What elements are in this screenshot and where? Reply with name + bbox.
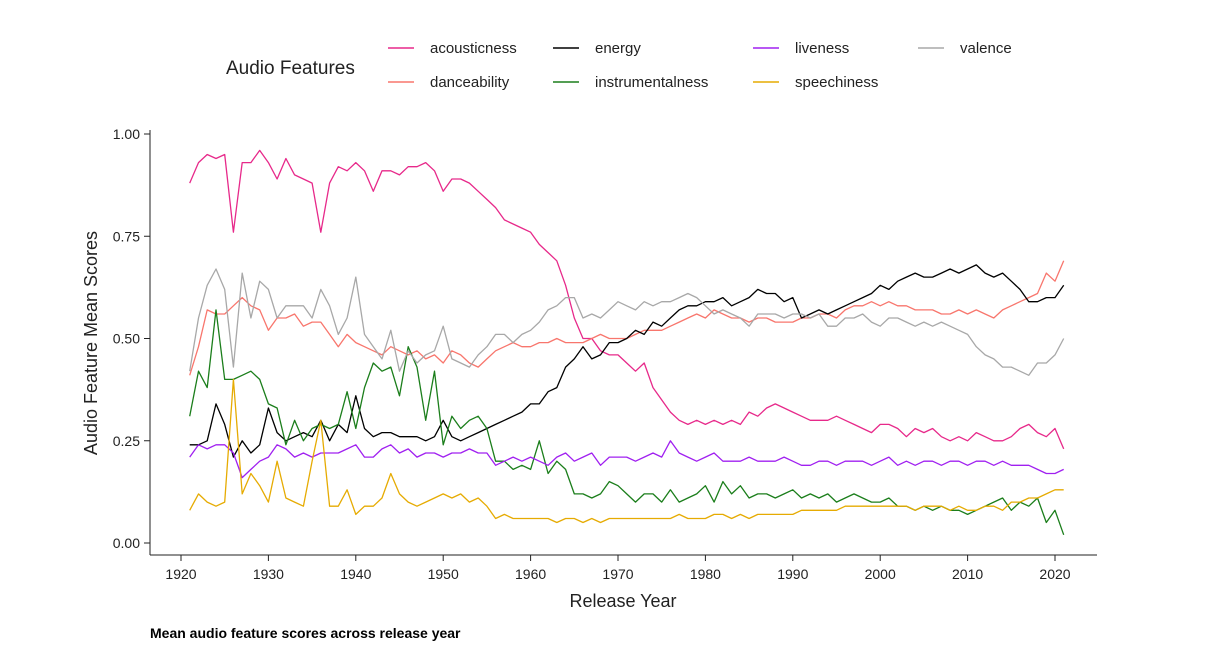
legend-label-danceability: danceability (430, 74, 510, 91)
axes: 1920 1930 1940 1950 1960 1970 1980 1990 2000 2010… (113, 126, 1097, 582)
series-line-valence (189, 268, 1065, 376)
series-line-energy (189, 264, 1065, 458)
legend-label-speechiness: speechiness (795, 74, 878, 91)
x-tick-label: 1920 (165, 566, 196, 582)
x-tick-label: 2020 (1039, 566, 1070, 582)
x-tick-label: 1990 (777, 566, 808, 582)
legend-label-valence: valence (960, 40, 1012, 57)
y-axis-title: Audio Feature Mean Scores (81, 231, 101, 455)
x-tick-label: 1940 (340, 566, 371, 582)
series-line-speechiness (189, 378, 1064, 524)
y-tick-label: 0.50 (113, 331, 140, 347)
legend-label-acousticness: acousticness (430, 40, 517, 57)
x-tick-label: 1950 (428, 566, 459, 582)
x-tick-label: 2000 (865, 566, 896, 582)
legend: Audio Features acousticness danceability e… (226, 40, 1012, 91)
legend-title: Audio Features (226, 58, 355, 79)
legend-label-instrumentalness: instrumentalness (595, 74, 708, 91)
x-tick-label: 2010 (952, 566, 983, 582)
series-line-danceability (189, 260, 1065, 376)
y-tick-label: 0.75 (113, 228, 140, 244)
legend-label-energy: energy (595, 40, 641, 57)
y-tick-label: 1.00 (113, 126, 140, 142)
x-tick-label: 1930 (253, 566, 284, 582)
x-tick-label: 1960 (515, 566, 546, 582)
y-tick-label: 0.25 (113, 433, 140, 449)
y-tick-label: 0.00 (113, 535, 140, 551)
series-line-liveness (189, 440, 1064, 479)
series-line-acousticness (189, 149, 1065, 450)
chart-caption: Mean audio feature scores across release… (150, 625, 461, 641)
legend-label-liveness: liveness (795, 40, 849, 57)
x-tick-label: 1970 (602, 566, 633, 582)
x-tick-label: 1980 (690, 566, 721, 582)
x-axis-title: Release Year (569, 591, 676, 611)
plot-area (189, 149, 1065, 536)
